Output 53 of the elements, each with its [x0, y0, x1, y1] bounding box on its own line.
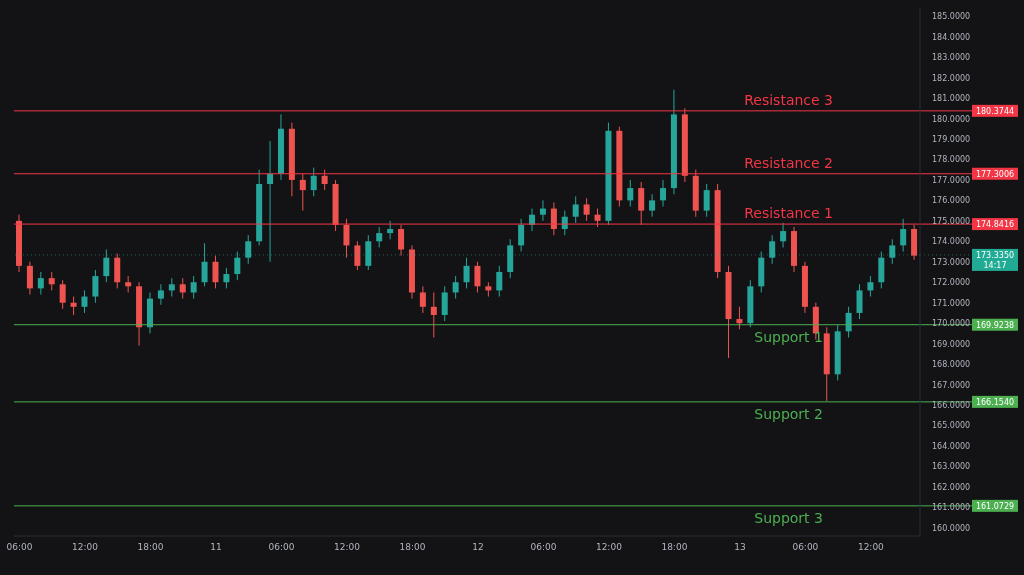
x-tick-label: 12:00: [857, 542, 885, 553]
x-tick-label: 18:00: [661, 542, 688, 553]
ref-line-label: 169.9238: [975, 320, 1015, 330]
x-tick-label: 13: [734, 542, 746, 553]
y-tick-label: 174.0000: [932, 237, 971, 247]
x-tick-label: 12:00: [595, 542, 623, 553]
ref-line-label: 166.1540: [975, 397, 1015, 407]
y-tick-label: 166.0000: [932, 401, 971, 411]
annotation: Support 1: [754, 328, 823, 345]
y-tick-label: 179.0000: [932, 134, 971, 144]
ref-line-label: 174.8416: [975, 220, 1015, 230]
x-tick-label: 18:00: [399, 542, 426, 553]
y-tick-label: 169.0000: [932, 339, 971, 349]
y-tick-label: 184.0000: [932, 32, 971, 42]
y-tick-label: 173.0000: [932, 257, 971, 267]
ref-line-label: 161.0729: [975, 501, 1015, 511]
annotation: Support 3: [754, 509, 823, 526]
x-tick-label: 06:00: [530, 542, 557, 553]
x-tick-label: 06:00: [6, 542, 33, 553]
y-tick-label: 161.0000: [932, 503, 971, 513]
y-tick-label: 162.0000: [932, 482, 971, 492]
text: 14:17: [983, 260, 1007, 270]
y-tick-label: 182.0000: [932, 73, 971, 83]
x-tick-label: 12:00: [333, 542, 361, 553]
x-tick-label: 18:00: [137, 542, 164, 553]
y-tick-label: 177.0000: [932, 175, 971, 185]
y-tick-label: 167.0000: [932, 380, 971, 390]
annotation: Support 2: [754, 405, 823, 422]
y-tick-label: 163.0000: [932, 462, 971, 472]
y-tick-label: 175.0000: [932, 216, 971, 226]
x-tick-label: 06:00: [792, 542, 819, 553]
ref-line-label: 177.3006: [975, 169, 1015, 179]
y-tick-label: 185.0000: [932, 12, 971, 22]
y-tick-label: 165.0000: [932, 421, 971, 431]
y-tick-label: 176.0000: [932, 196, 971, 206]
x-tick-label: 06:00: [268, 542, 295, 553]
x-tick-label: 11: [210, 542, 222, 553]
y-tick-label: 181.0000: [932, 94, 971, 104]
y-tick-label: 183.0000: [932, 53, 971, 63]
annotation: Resistance 1: [744, 205, 834, 222]
ref-line-label: 173.3350: [975, 250, 1015, 260]
x-tick-label: 12: [472, 542, 484, 553]
y-tick-label: 160.0000: [932, 523, 971, 533]
ref-line-label: 180.3744: [975, 106, 1015, 116]
y-tick-label: 178.0000: [932, 155, 971, 165]
annotation: Resistance 2: [744, 154, 834, 171]
y-tick-label: 171.0000: [932, 298, 971, 308]
y-tick-label: 164.0000: [932, 441, 971, 451]
y-tick-label: 168.0000: [932, 360, 971, 370]
y-tick-label: 172.0000: [932, 278, 971, 288]
y-tick-label: 180.0000: [932, 114, 971, 124]
x-tick-label: 12:00: [71, 542, 99, 553]
annotation: Resistance 3: [744, 91, 834, 108]
